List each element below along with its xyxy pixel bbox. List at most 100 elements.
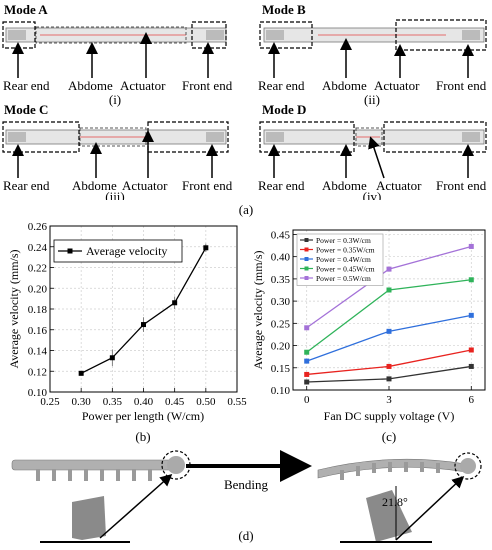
straight-robot-body [11, 459, 173, 471]
mode-a-label-front: Front end [182, 78, 233, 93]
panel-a-figure: Mode A Rear end Abdome Actuator Front en… [2, 2, 487, 200]
mode-b-front-box [395, 19, 487, 51]
mode-a-rear-module [8, 30, 26, 40]
y-tick-label: 0.45 [271, 229, 291, 241]
data-point [304, 379, 310, 385]
chart-c-ylabel: Average velocity (mm/s) [251, 250, 265, 369]
x-tick-label: 0.55 [227, 396, 247, 408]
legend-swatch-marker [304, 266, 309, 271]
data-point [172, 300, 178, 306]
data-point [468, 277, 474, 283]
x-tick-label: 0.40 [134, 396, 154, 408]
panel-d-label: (d) [238, 528, 253, 543]
mode-d-label-rear: Rear end [258, 178, 305, 193]
mode-d-title: Mode D [262, 102, 306, 117]
mode-d-label-actuator: Actuator [376, 178, 422, 193]
legend-swatch-marker [304, 247, 309, 252]
mode-d-front-module [462, 132, 480, 142]
mode-b-label-actuator: Actuator [374, 78, 420, 93]
mode-c-label-abdome: Abdome [72, 178, 117, 193]
x-tick-label: 0.35 [103, 396, 123, 408]
chart-c-frame [292, 229, 486, 391]
bend-angle-label: 21.8° [382, 495, 408, 509]
panel-a-label: (a) [239, 202, 253, 217]
bent-robot-support [366, 490, 412, 542]
y-tick-label: 0.12 [28, 366, 47, 378]
y-tick-label: 0.16 [28, 325, 48, 337]
mode-a-label-actuator: Actuator [120, 78, 166, 93]
chart-b-legend-box [53, 239, 183, 263]
x-tick-label: 0.45 [165, 396, 185, 408]
mode-c-rear-box [2, 121, 80, 153]
data-point [386, 328, 392, 334]
data-point [468, 363, 474, 369]
x-tick-label: 0.25 [40, 396, 60, 408]
panel-a-caption: (a) [239, 202, 253, 217]
data-point [386, 376, 392, 382]
mode-d-rear-box [259, 121, 355, 153]
chart-b-legend-label: Average velocity [86, 244, 167, 258]
mode-d-diagram: Mode D Rear end Abdome Actuator Front en… [258, 102, 487, 200]
data-point [304, 358, 310, 364]
mode-b-roman: (ii) [364, 92, 380, 107]
data-point [109, 355, 115, 361]
data-point [141, 322, 146, 328]
chart-b-ticks: 0.25 0.30 0.35 0.40 0.45 0.50 0.55 0.10 0.12 0.14… [28, 221, 247, 408]
data-point [468, 312, 474, 318]
straight-robot-head [167, 456, 185, 474]
straight-robot-legs [36, 469, 152, 481]
y-tick-label: 0.14 [28, 346, 48, 358]
legend-swatch-marker [304, 238, 309, 242]
mode-a-middle-box [35, 26, 187, 44]
data-point [78, 370, 84, 376]
panel-d-straight-robot [11, 450, 191, 543]
chart-b-frame [49, 225, 238, 393]
mode-c-title: Mode C [4, 102, 48, 117]
data-point [468, 243, 474, 249]
mode-c-diagram: Mode C Rear end Abdome Actuator Front en… [2, 102, 233, 200]
mode-a-diagram: Mode A Rear end Abdome Actuator Front en… [2, 2, 233, 107]
y-tick-label: 0.24 [28, 242, 48, 254]
mode-c-rear-module [8, 132, 26, 142]
mode-c-roman: (iii) [105, 189, 125, 200]
y-tick-label: 0.18 [28, 304, 48, 316]
y-tick-label: 0.20 [28, 283, 48, 295]
y-tick-label: 0.40 [271, 252, 291, 264]
bent-robot-arrow [395, 475, 465, 541]
data-point [304, 325, 310, 331]
chart-c-xlabel: Fan DC supply voltage (V) [324, 409, 455, 423]
y-tick-label: 0.15 [271, 363, 291, 375]
data-point [386, 287, 392, 293]
mode-a-front-module [206, 30, 224, 40]
mode-b-title: Mode B [262, 2, 306, 17]
mode-b-label-front: Front end [436, 78, 487, 93]
chart-b-legend: Average velocity [53, 239, 183, 263]
panel-b-label: (b) [135, 429, 150, 444]
data-point [386, 363, 392, 369]
x-tick-label: 0 [304, 394, 310, 406]
data-point [203, 245, 209, 251]
mode-b-label-rear: Rear end [258, 78, 305, 93]
mode-b-rear-module [266, 30, 284, 40]
chart-b-ylabel: Average velocity (mm/s) [7, 249, 21, 368]
mode-b-diagram: Mode B Rear end Abdome Actuator Front en… [258, 2, 487, 107]
mode-d-arrow-actuator [368, 136, 385, 179]
y-tick-label: 0.25 [271, 318, 291, 330]
legend-label: Power = 0.5W/cm [316, 274, 371, 283]
legend-box [296, 233, 384, 286]
straight-robot-arrow [99, 474, 173, 539]
chart-b-marks [78, 243, 209, 376]
mode-a-label-rear: Rear end [3, 78, 50, 93]
y-tick-label: 0.26 [28, 221, 48, 233]
mode-a-title: Mode A [4, 2, 48, 17]
bent-robot-head [460, 458, 476, 474]
data-point [304, 349, 310, 355]
x-tick-label: 3 [386, 394, 392, 406]
y-tick-label: 0.22 [28, 263, 47, 275]
straight-robot-support [72, 496, 106, 540]
legend-label: Power = 0.35W/cm [316, 246, 375, 255]
